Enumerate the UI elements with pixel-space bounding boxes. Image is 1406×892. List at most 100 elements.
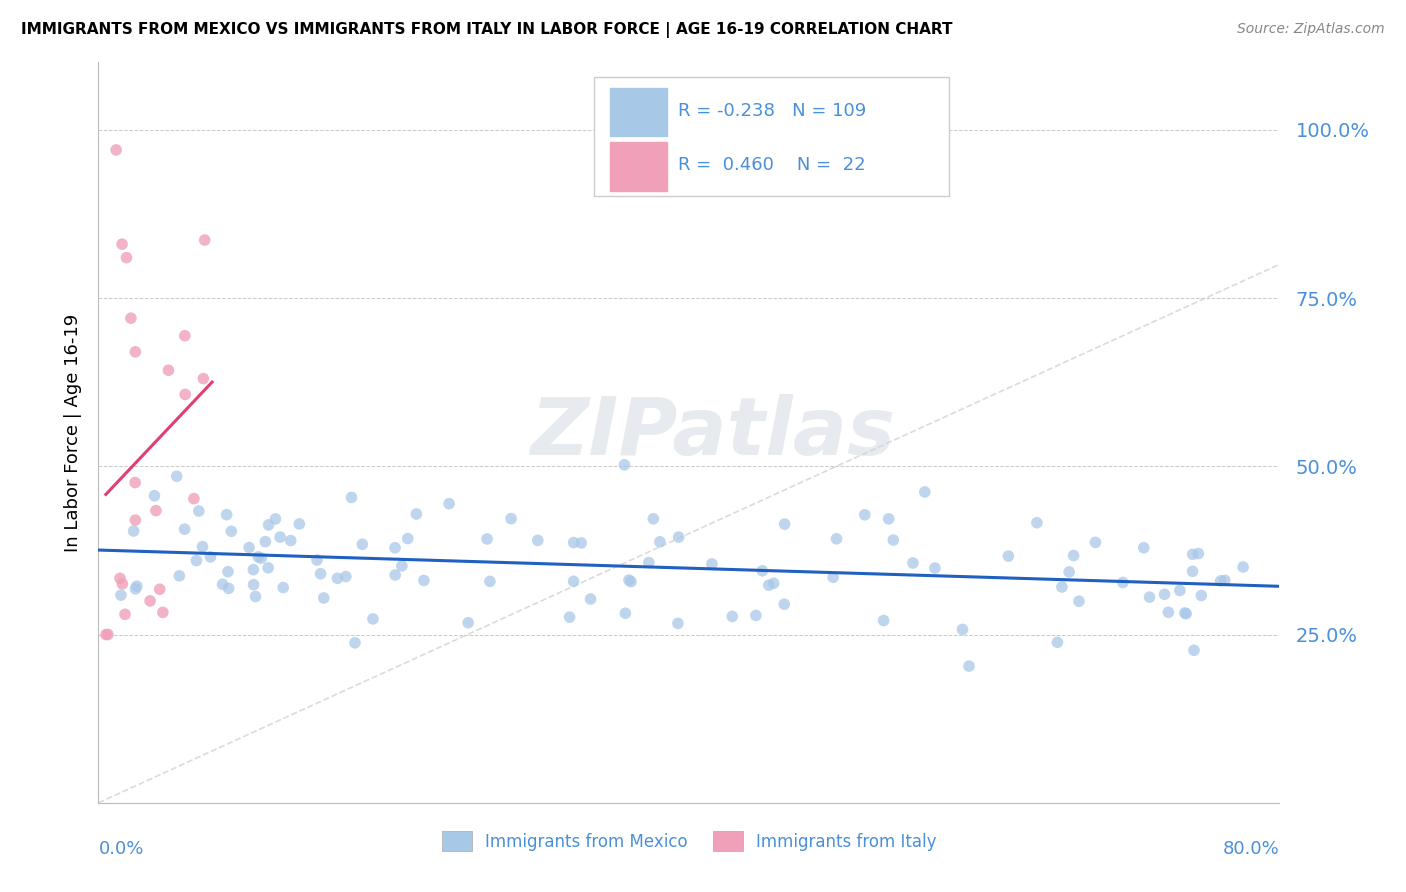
Point [309, 566, 332, 581]
Point [124, 582, 146, 596]
Point [218, 582, 240, 596]
FancyBboxPatch shape [595, 78, 949, 195]
Point [620, 574, 643, 589]
Point [1084, 535, 1107, 549]
Point [751, 564, 773, 578]
Point [111, 237, 134, 252]
Point [105, 143, 128, 157]
Point [666, 616, 689, 631]
Point [97, 627, 120, 641]
Point [124, 344, 146, 359]
Point [124, 513, 146, 527]
Point [773, 597, 796, 611]
Point [1050, 580, 1073, 594]
Point [412, 574, 434, 588]
Point [250, 551, 273, 566]
Legend: Immigrants from Mexico, Immigrants from Italy: Immigrants from Mexico, Immigrants from … [434, 825, 943, 857]
Point [1189, 589, 1212, 603]
Point [242, 563, 264, 577]
Point [872, 614, 894, 628]
Point [343, 636, 366, 650]
Point [264, 512, 287, 526]
Point [211, 577, 233, 591]
Point [569, 536, 592, 550]
Point [111, 577, 134, 591]
Point [200, 549, 222, 564]
Point [1232, 560, 1254, 574]
Point [637, 556, 659, 570]
Point [312, 591, 335, 605]
Point [122, 524, 145, 538]
Point [758, 578, 780, 592]
Point [562, 574, 585, 589]
FancyBboxPatch shape [610, 143, 666, 191]
Text: ZIPatlas: ZIPatlas [530, 393, 896, 472]
Point [191, 540, 214, 554]
Point [1187, 547, 1209, 561]
Point [668, 530, 690, 544]
FancyBboxPatch shape [610, 88, 666, 136]
Point [193, 371, 215, 385]
Text: 0.0%: 0.0% [98, 840, 143, 858]
Point [125, 579, 148, 593]
Point [340, 491, 363, 505]
Point [745, 608, 768, 623]
Point [186, 553, 208, 567]
Point [396, 532, 419, 546]
Point [614, 606, 637, 620]
Point [648, 534, 671, 549]
Point [124, 475, 146, 490]
Point [1174, 606, 1197, 620]
Point [997, 549, 1019, 563]
Point [405, 507, 427, 521]
Point [721, 609, 744, 624]
Point [825, 532, 848, 546]
Point [352, 537, 374, 551]
Point [526, 533, 548, 548]
Point [166, 469, 188, 483]
Point [173, 522, 195, 536]
Point [1181, 564, 1204, 578]
Point [617, 573, 640, 587]
Point [143, 489, 166, 503]
Point [613, 458, 636, 472]
Point [457, 615, 479, 630]
Point [823, 570, 845, 584]
Point [1182, 643, 1205, 657]
Point [1153, 587, 1175, 601]
Point [1168, 583, 1191, 598]
Point [952, 623, 974, 637]
Point [1157, 605, 1180, 619]
Point [853, 508, 876, 522]
Point [115, 251, 138, 265]
Point [110, 588, 132, 602]
Point [187, 504, 209, 518]
Point [254, 534, 277, 549]
Y-axis label: In Labor Force | Age 16-19: In Labor Force | Age 16-19 [63, 313, 82, 552]
Point [245, 590, 267, 604]
Point [288, 516, 311, 531]
Point [475, 532, 498, 546]
Point [877, 512, 900, 526]
Point [269, 530, 291, 544]
Point [1133, 541, 1156, 555]
Point [558, 610, 581, 624]
Point [139, 594, 162, 608]
Point [108, 571, 131, 585]
Point [1025, 516, 1047, 530]
Point [120, 311, 142, 326]
Point [643, 512, 665, 526]
Point [700, 557, 723, 571]
Point [773, 517, 796, 532]
Point [114, 607, 136, 622]
Point [1057, 565, 1080, 579]
Point [257, 517, 280, 532]
Point [257, 561, 280, 575]
Point [335, 569, 357, 583]
Point [882, 533, 904, 547]
Point [1112, 575, 1135, 590]
Point [762, 576, 785, 591]
Point [215, 508, 238, 522]
Point [174, 387, 197, 401]
Point [1209, 574, 1232, 588]
